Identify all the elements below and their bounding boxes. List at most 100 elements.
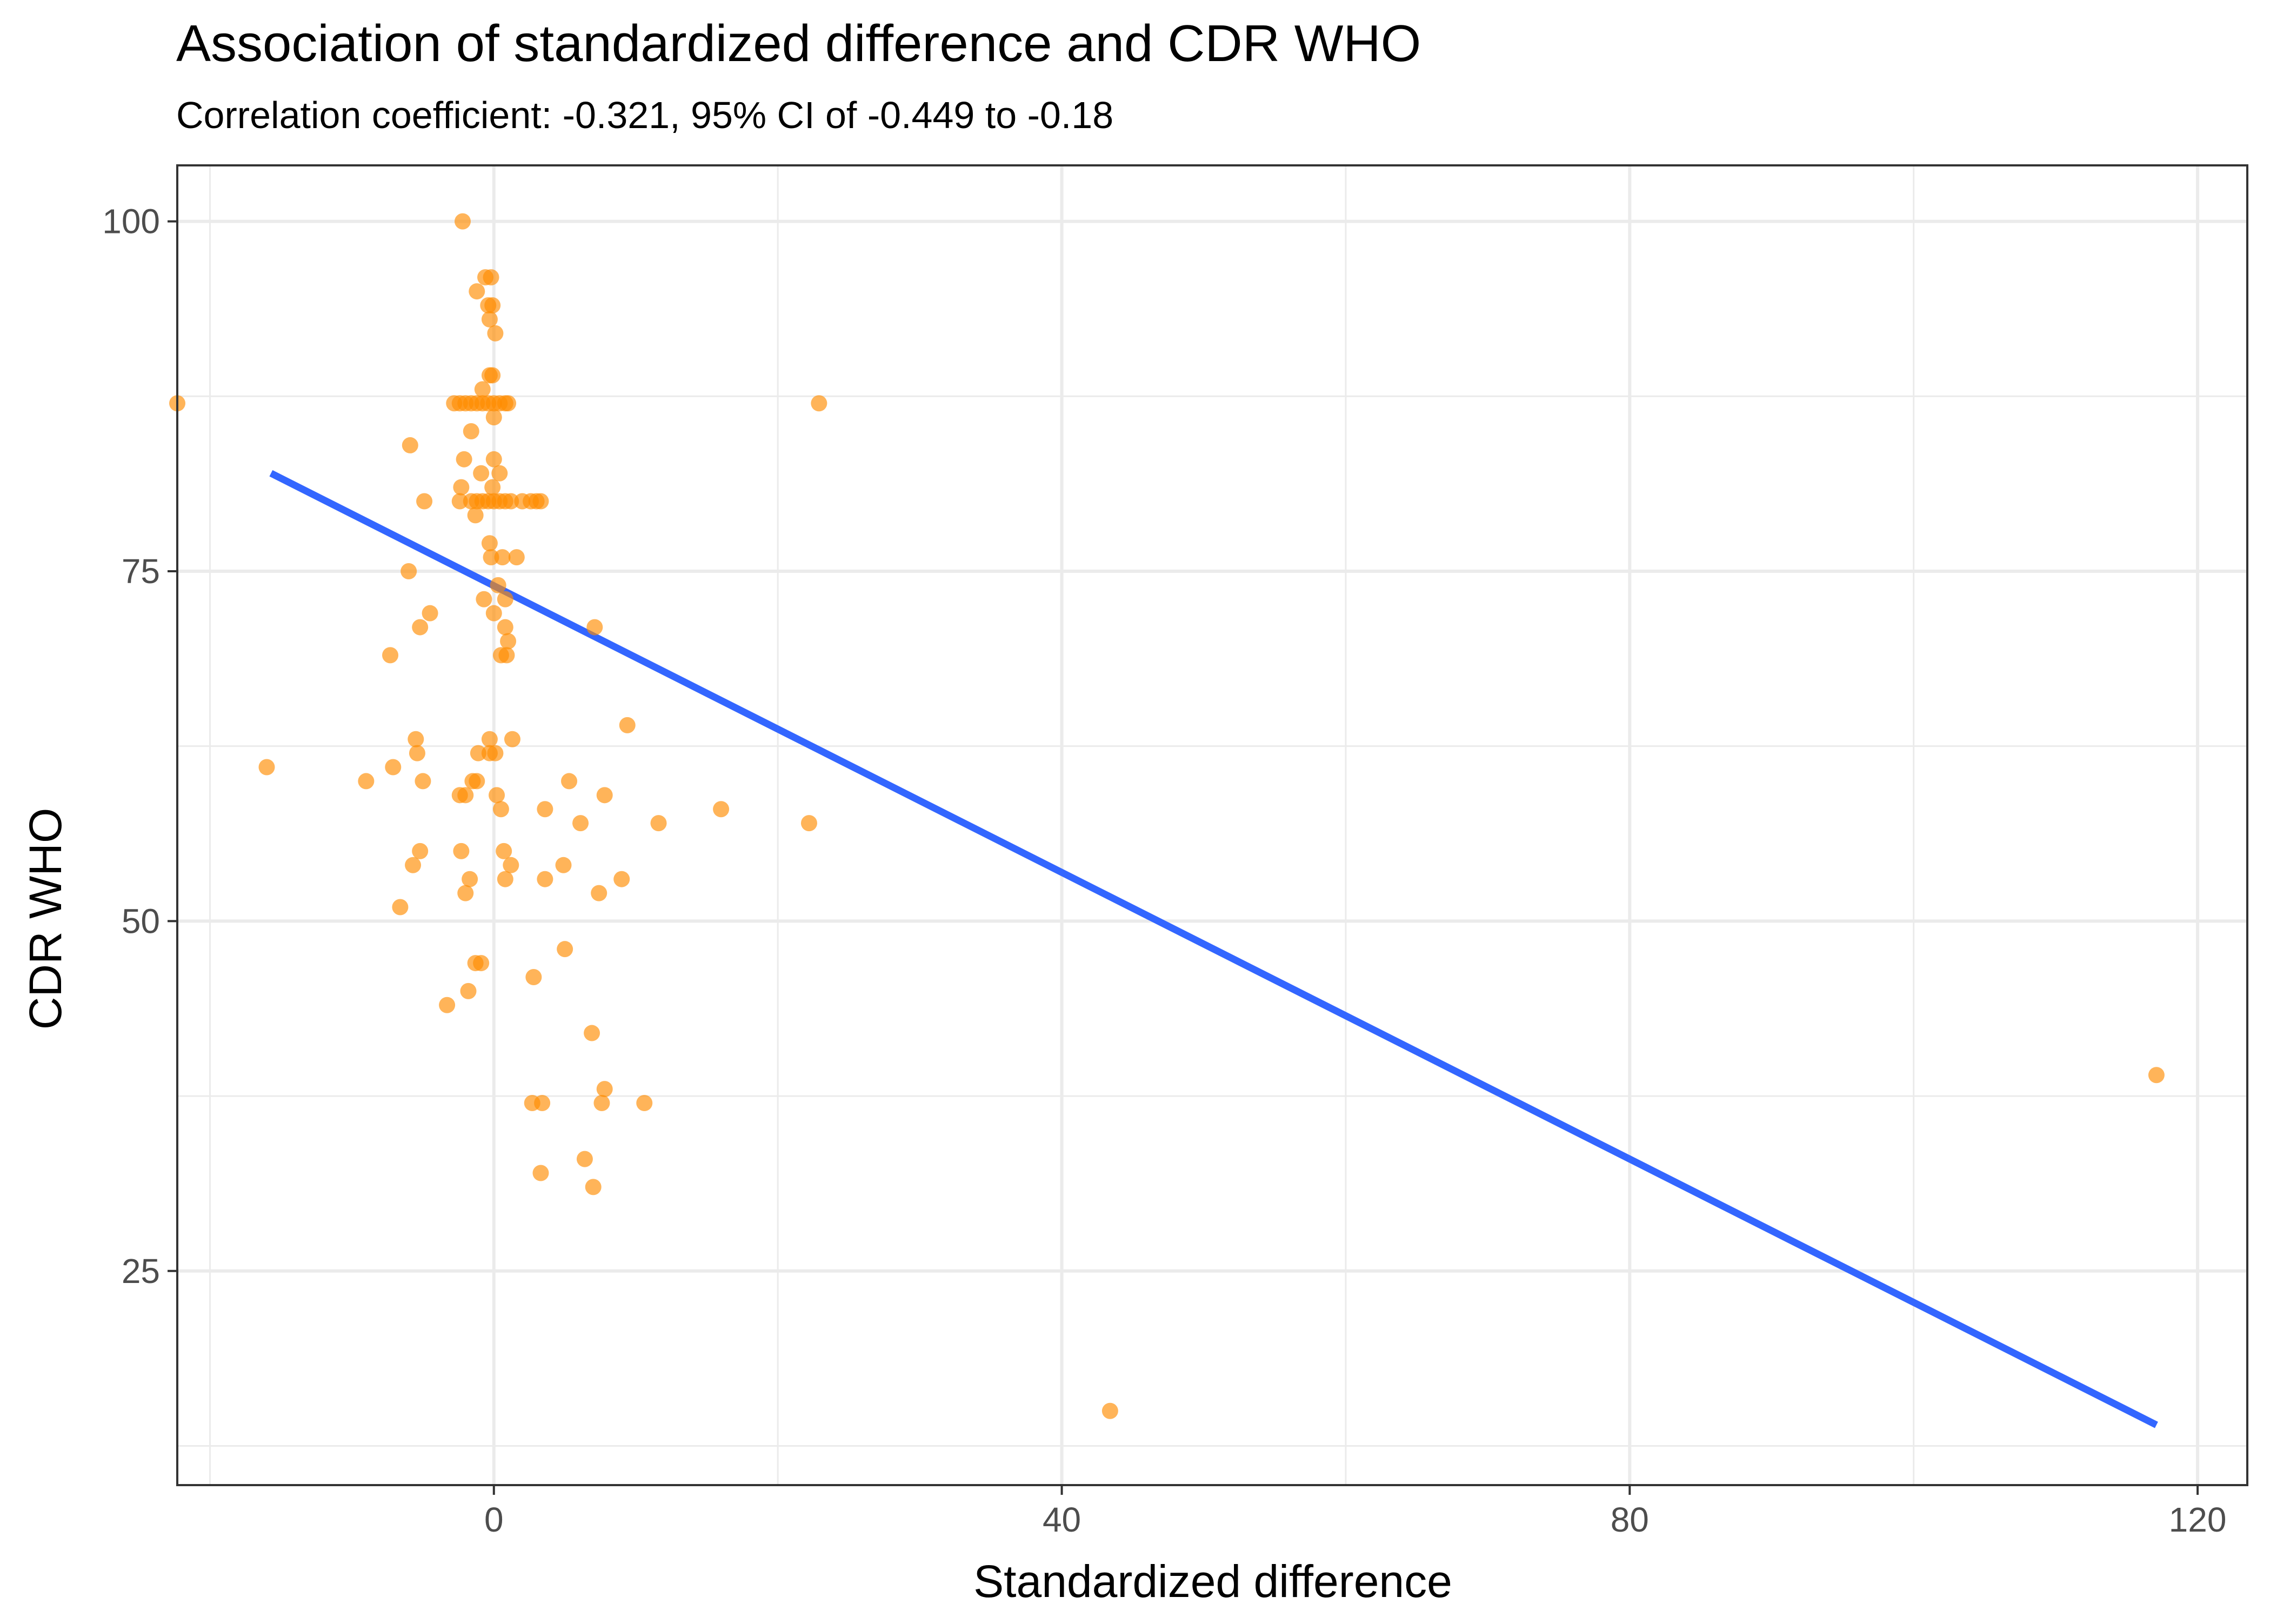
- data-point: [483, 269, 499, 286]
- data-point: [537, 801, 553, 818]
- data-point: [456, 451, 472, 467]
- data-point: [358, 773, 375, 790]
- data-point: [485, 409, 502, 426]
- data-point: [537, 871, 553, 887]
- data-point: [415, 773, 431, 790]
- data-point: [811, 395, 827, 412]
- x-tick-label: 120: [2169, 1500, 2227, 1539]
- data-point: [473, 955, 490, 972]
- data-point: [409, 745, 425, 761]
- data-point: [392, 899, 409, 915]
- data-point: [497, 591, 513, 607]
- data-point: [484, 297, 501, 313]
- data-point: [500, 633, 517, 650]
- data-point: [412, 843, 429, 859]
- data-point: [534, 1095, 551, 1112]
- data-point: [2148, 1067, 2165, 1084]
- data-point: [453, 479, 470, 496]
- data-point: [462, 871, 478, 887]
- data-point: [481, 731, 498, 747]
- data-point: [405, 857, 422, 873]
- data-point: [557, 941, 573, 958]
- data-point: [586, 619, 603, 636]
- data-point: [483, 549, 499, 566]
- data-point: [402, 437, 418, 453]
- panel-border: [176, 164, 2248, 1486]
- data-point: [555, 857, 572, 873]
- data-point: [497, 871, 513, 887]
- data-point: [422, 605, 438, 621]
- data-point: [584, 1025, 600, 1041]
- data-point: [591, 885, 607, 901]
- data-point: [650, 815, 667, 832]
- data-point: [484, 479, 501, 496]
- data-point: [576, 1151, 593, 1167]
- x-axis-title: Standardized difference: [973, 1556, 1452, 1607]
- grid-lines: [177, 165, 2247, 1485]
- data-point: [485, 605, 502, 621]
- data-point: [532, 493, 549, 510]
- data-point: [492, 801, 509, 818]
- data-point: [593, 1095, 610, 1112]
- data-point: [481, 535, 498, 552]
- data-point: [412, 619, 429, 636]
- x-tick-label: 40: [1043, 1500, 1081, 1539]
- data-points: [169, 213, 2165, 1419]
- x-axis-ticks: 0 40 80 120: [484, 1485, 2226, 1539]
- data-point: [596, 1081, 613, 1098]
- data-point: [713, 801, 730, 818]
- y-tick-label: 75: [122, 552, 160, 591]
- data-point: [504, 731, 520, 747]
- data-point: [494, 549, 511, 566]
- data-point: [585, 1179, 602, 1195]
- data-point: [416, 493, 433, 510]
- data-point: [636, 1095, 653, 1112]
- data-point: [258, 759, 275, 776]
- data-point: [400, 563, 417, 579]
- trend-line-layer: [269, 470, 2158, 1428]
- data-point: [619, 717, 636, 733]
- data-point: [490, 577, 506, 593]
- data-point: [467, 507, 484, 524]
- data-point: [481, 311, 498, 328]
- data-point: [382, 647, 399, 664]
- chart-title: Association of standardized difference a…: [176, 15, 1421, 72]
- data-point: [503, 493, 519, 510]
- data-point: [484, 367, 501, 384]
- data-point: [503, 857, 519, 873]
- y-axis-ticks: 25 50 75 100: [102, 202, 177, 1291]
- data-point: [525, 968, 542, 985]
- data-point: [408, 731, 424, 747]
- data-point: [385, 759, 402, 776]
- data-point: [487, 325, 504, 342]
- data-point: [460, 983, 477, 999]
- data-point: [561, 773, 578, 790]
- data-point: [491, 465, 508, 482]
- y-tick-label: 25: [122, 1252, 160, 1291]
- data-point: [451, 493, 468, 510]
- data-point: [453, 843, 470, 859]
- data-point: [474, 381, 491, 398]
- data-point: [476, 591, 492, 607]
- data-point: [489, 787, 505, 804]
- y-tick-label: 100: [102, 202, 160, 241]
- chart-subtitle: Correlation coefficient: -0.321, 95% CI …: [176, 94, 1113, 136]
- y-tick-label: 50: [122, 901, 160, 940]
- x-tick-label: 80: [1611, 1500, 1649, 1539]
- data-point: [496, 843, 512, 859]
- data-point: [800, 815, 817, 832]
- data-point: [498, 647, 515, 664]
- data-point: [457, 885, 474, 901]
- data-point: [463, 423, 479, 440]
- data-point: [572, 815, 589, 832]
- data-point: [1101, 1402, 1118, 1419]
- data-point: [508, 549, 525, 566]
- y-axis-title: CDR WHO: [20, 808, 71, 1030]
- regression-line: [269, 470, 2158, 1428]
- data-point: [470, 745, 486, 761]
- data-point: [497, 619, 513, 636]
- data-point: [469, 773, 485, 790]
- data-point: [613, 871, 630, 887]
